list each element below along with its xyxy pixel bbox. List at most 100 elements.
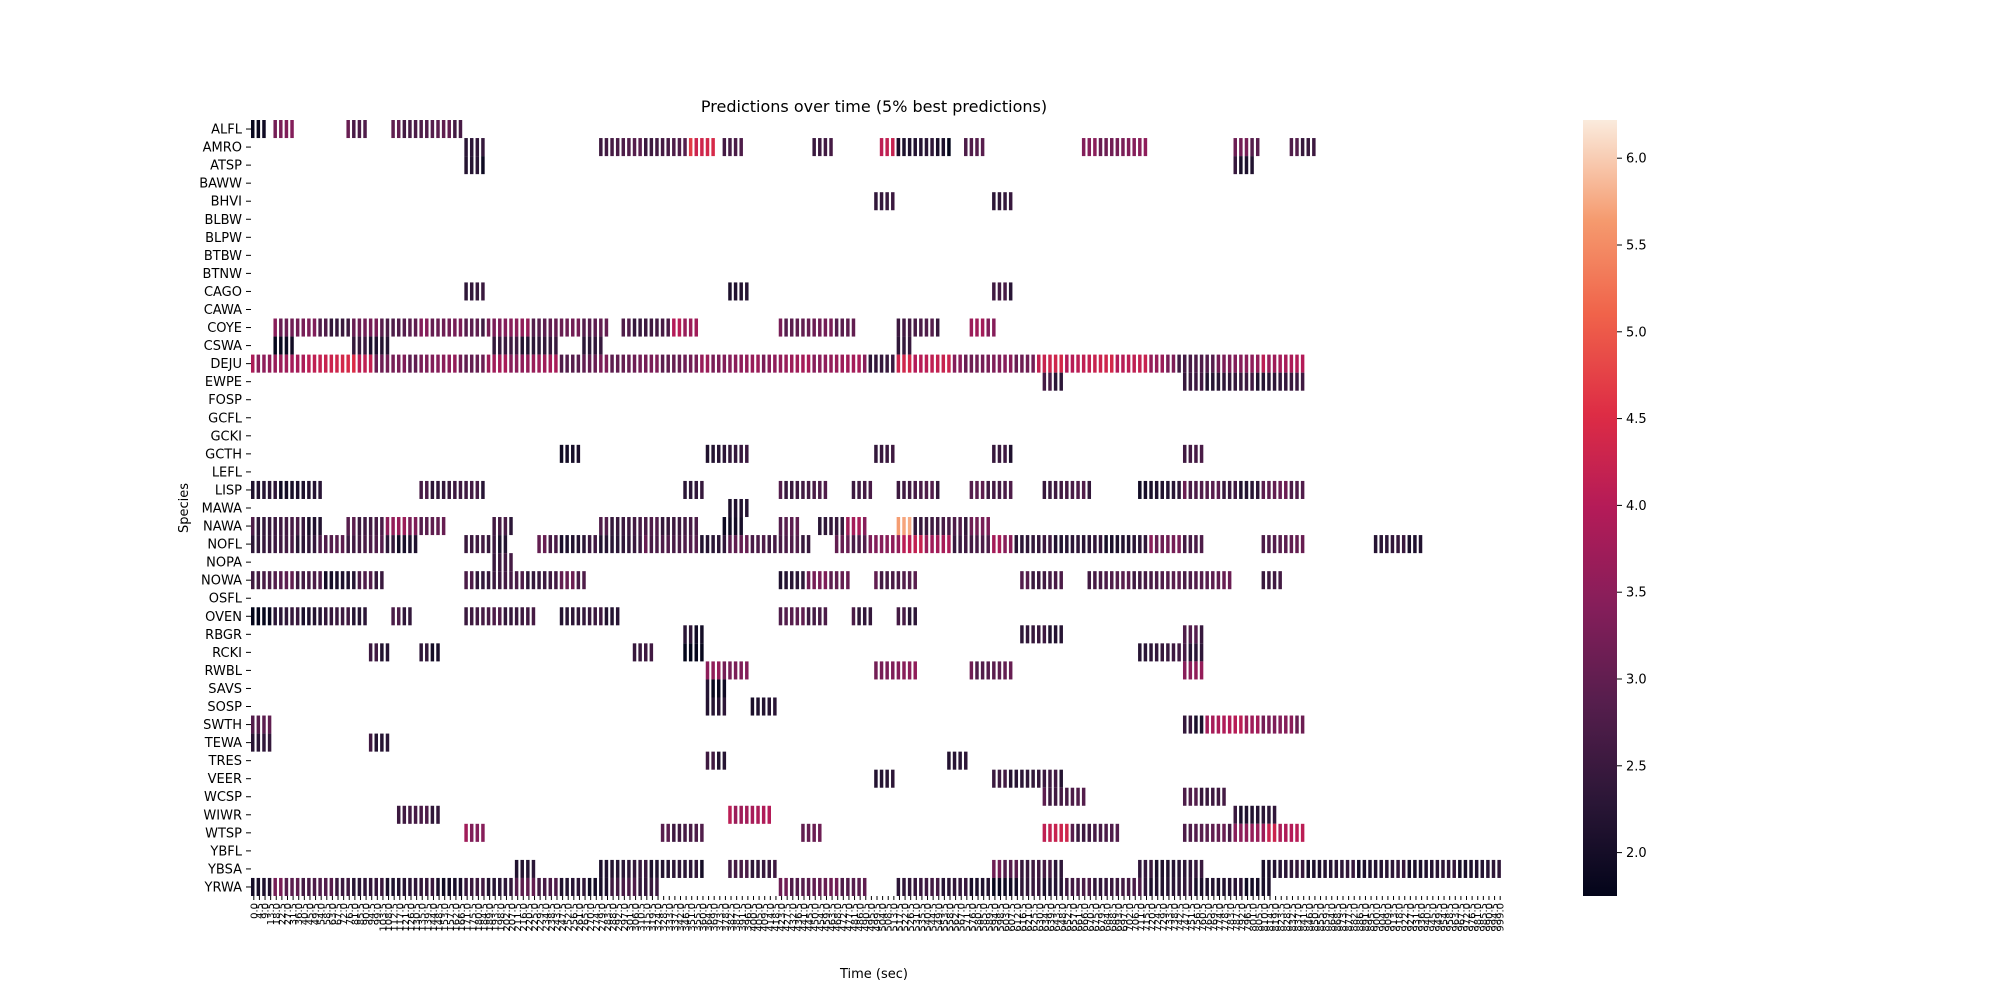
heatmap-cell <box>716 697 721 716</box>
heatmap-cell <box>672 823 676 842</box>
x-tick-label: 931.5 <box>1411 903 1422 932</box>
heatmap-cell <box>509 607 513 626</box>
heatmap-cell <box>582 571 586 590</box>
heatmap-cell <box>593 318 597 337</box>
x-tick-label: 859.5 <box>1322 903 1333 932</box>
heatmap-cell <box>1182 787 1187 806</box>
heatmap-cell <box>374 517 378 536</box>
heatmap-cell <box>1261 372 1266 391</box>
heatmap-cell <box>1272 535 1277 554</box>
heatmap-cell <box>705 751 710 770</box>
heatmap-cell <box>363 354 367 373</box>
heatmap-cell <box>1008 192 1013 211</box>
heatmap-cell <box>733 517 738 536</box>
heatmap-cell <box>307 535 311 554</box>
heatmap-cell <box>1182 715 1187 734</box>
heatmap-cell <box>576 318 581 337</box>
heatmap-cell <box>935 318 940 337</box>
x-tick-label: 328.5 <box>659 903 670 932</box>
heatmap-cell <box>1199 859 1204 878</box>
heatmap-cell <box>318 517 322 536</box>
y-tick-label: LEFL <box>212 465 243 480</box>
heatmap-cell <box>694 480 699 499</box>
heatmap-cell <box>430 318 435 337</box>
heatmap-cell <box>980 318 985 337</box>
heatmap-cell <box>1048 354 1052 373</box>
heatmap-cell <box>1295 138 1299 157</box>
x-tick-label: 274.5 <box>592 903 603 932</box>
heatmap-cell <box>1239 805 1243 824</box>
heatmap-cell <box>851 480 856 499</box>
y-tick-label: AMRO <box>203 141 242 156</box>
heatmap-cell <box>1093 138 1097 157</box>
heatmap-cell <box>1014 859 1019 878</box>
heatmap-cell <box>1194 354 1198 373</box>
heatmap-cell <box>638 643 642 662</box>
heatmap-cell <box>902 571 906 590</box>
heatmap-cell <box>363 318 367 337</box>
x-tick-label: 423.0 <box>777 903 788 932</box>
heatmap-cell <box>694 535 699 554</box>
heatmap-cell <box>408 318 412 337</box>
heatmap-cell <box>436 480 440 499</box>
heatmap-cell <box>879 571 884 590</box>
heatmap-cell <box>1182 372 1187 391</box>
heatmap-cell <box>335 877 339 896</box>
heatmap-cell <box>913 535 917 554</box>
heatmap-cell <box>952 517 957 536</box>
heatmap-cell <box>408 805 412 824</box>
heatmap-cell <box>1171 354 1176 373</box>
heatmap-cell <box>683 480 687 499</box>
heatmap-cell <box>582 318 586 337</box>
heatmap-cell <box>885 661 889 680</box>
heatmap-cell <box>992 318 996 337</box>
heatmap-cell <box>419 480 423 499</box>
x-tick-label: 864.0 <box>1327 903 1338 932</box>
heatmap-cell <box>548 336 553 355</box>
heatmap-cell <box>789 607 794 626</box>
heatmap-cell <box>1031 769 1035 788</box>
y-tick-label: BHVI <box>211 195 242 210</box>
heatmap-cell <box>1132 571 1136 590</box>
heatmap-cell <box>396 318 401 337</box>
y-tick-label: ALFL <box>211 123 243 138</box>
x-tick-label: 504.0 <box>878 903 889 932</box>
heatmap-cell <box>705 354 710 373</box>
heatmap-cell <box>947 517 951 536</box>
heatmap-cell <box>295 571 300 590</box>
x-tick-label: 891.0 <box>1361 903 1372 932</box>
heatmap-cell <box>1216 715 1221 734</box>
heatmap-cell <box>486 877 491 896</box>
heatmap-cell <box>941 877 946 896</box>
heatmap-cell <box>587 535 592 554</box>
heatmap-cell <box>469 156 474 175</box>
heatmap-cell <box>323 318 328 337</box>
heatmap-cell <box>733 282 738 301</box>
heatmap-cell <box>1008 282 1013 301</box>
heatmap-cell <box>632 877 637 896</box>
heatmap-cell <box>481 877 485 896</box>
heatmap-cell <box>655 318 659 337</box>
x-tick-label: 436.5 <box>794 903 805 932</box>
heatmap-cell <box>1474 859 1479 878</box>
heatmap-cell <box>1323 859 1327 878</box>
heatmap-cell <box>380 643 384 662</box>
heatmap-cell <box>874 535 878 554</box>
heatmap-cell <box>969 354 974 373</box>
heatmap-cell <box>1138 480 1142 499</box>
heatmap-cell <box>1031 571 1035 590</box>
heatmap-cell <box>1407 859 1412 878</box>
y-tick-label: BTBW <box>204 249 242 264</box>
heatmap-cell <box>683 625 687 644</box>
y-tick-label: OSFL <box>209 592 243 607</box>
heatmap-cell <box>307 517 311 536</box>
heatmap-cell <box>396 354 401 373</box>
heatmap-cell <box>716 535 721 554</box>
heatmap-cell <box>571 607 575 626</box>
heatmap-cell <box>666 318 670 337</box>
heatmap-cell <box>896 607 901 626</box>
heatmap-cell <box>1267 480 1271 499</box>
heatmap-cell <box>778 571 783 590</box>
x-tick-label: 616.5 <box>1018 903 1029 932</box>
heatmap-cell <box>1194 823 1198 842</box>
